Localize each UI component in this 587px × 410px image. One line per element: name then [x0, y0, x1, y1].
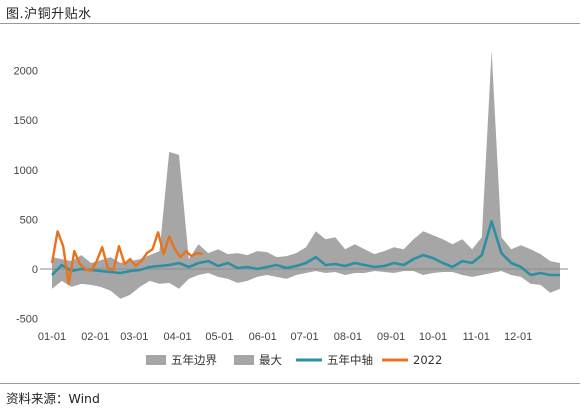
title-divider: [0, 23, 580, 24]
series-median-line: [51, 220, 560, 277]
legend-item: 2022: [382, 353, 442, 367]
plot-area: [40, 50, 568, 299]
axes: -500 0 500 1000 1500 2000 01-01 02-01 03-01 04-01…: [14, 66, 533, 343]
series-2022-line: [50, 230, 203, 286]
legend-label: 五年中轴: [327, 353, 373, 367]
y-tick-label: -500: [16, 314, 38, 326]
x-tick-label: 08-01: [334, 331, 362, 343]
x-tick-label: 11-01: [463, 331, 490, 343]
legend-item: 五年中轴: [296, 353, 373, 367]
x-tick-label: 05-01: [205, 331, 233, 343]
legend-item: 最大: [234, 353, 282, 367]
x-tick-label: 09-01: [377, 331, 405, 343]
legend-label: 2022: [413, 353, 442, 367]
x-tick-label: 10-01: [419, 331, 447, 343]
legend-label: 五年边界: [171, 353, 217, 367]
x-tick-label: 01-01: [38, 331, 66, 343]
source-divider: [0, 383, 580, 384]
y-tick-label: 500: [20, 214, 38, 226]
x-tick-label: 04-01: [164, 331, 192, 343]
chart-title: 图.沪铜升贴水: [6, 7, 92, 22]
series-band-area: [52, 50, 560, 299]
legend-swatch: [146, 355, 166, 365]
x-tick-label: 02-01: [81, 331, 109, 343]
source-note: 资料来源：Wind: [6, 391, 100, 406]
legend-item: 五年边界: [146, 353, 217, 367]
x-tick-label: 03-01: [120, 331, 148, 343]
legend: 五年边界 最大 五年中轴 2022: [146, 353, 442, 367]
x-tick-label: 12-01: [504, 331, 532, 343]
y-tick-label: 1000: [14, 165, 38, 177]
legend-label: 最大: [259, 353, 282, 367]
y-tick-label: 0: [32, 264, 38, 276]
y-tick-label: 2000: [14, 66, 38, 78]
y-tick-label: 1500: [14, 115, 38, 127]
legend-swatch: [234, 355, 254, 365]
x-tick-label: 07-01: [291, 331, 319, 343]
x-tick-label: 06-01: [249, 331, 277, 343]
